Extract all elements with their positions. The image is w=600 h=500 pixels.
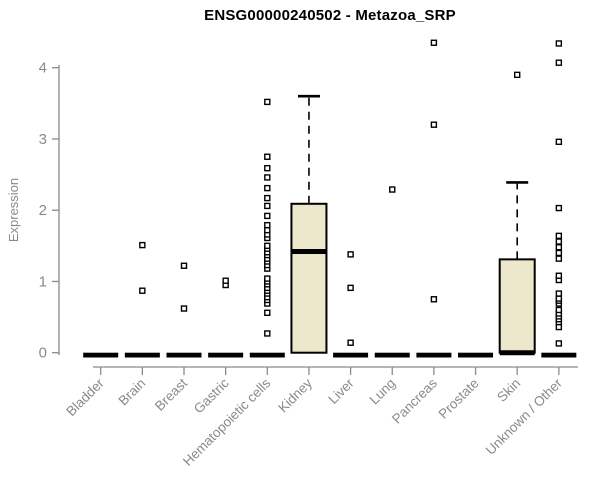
x-tick-label: Breast — [152, 375, 190, 413]
x-tick-label: Lung — [367, 376, 399, 408]
zero-bar — [166, 352, 202, 358]
outlier-point — [555, 232, 563, 240]
zero-bar — [208, 352, 244, 358]
outlier-point — [555, 255, 563, 262]
outlier-point — [180, 305, 188, 312]
outlier-point — [264, 330, 271, 337]
x-tick-label: Prostate — [436, 376, 482, 422]
box — [498, 258, 536, 354]
x-tick-label: Unknown / Other — [483, 375, 566, 458]
zero-bar — [374, 352, 410, 358]
outlier-point — [430, 39, 438, 46]
outlier-point — [555, 138, 563, 146]
outlier-point — [555, 290, 563, 297]
y-tick-label: 2 — [39, 202, 47, 219]
outlier-point — [264, 275, 271, 282]
outlier-point — [347, 339, 354, 346]
outlier-point — [264, 184, 271, 192]
outlier-point — [264, 212, 271, 220]
outlier-point — [264, 309, 271, 316]
outlier-point — [555, 40, 563, 47]
x-tick-label: Gastric — [191, 375, 232, 416]
outlier-point — [555, 249, 563, 257]
outlier-point — [555, 238, 563, 245]
outlier-point — [139, 241, 146, 249]
outlier-point — [555, 306, 563, 314]
outlier-point — [555, 204, 563, 212]
y-tick-label: 4 — [39, 60, 47, 77]
y-tick-label: 0 — [39, 345, 47, 362]
x-tick-label: Brain — [116, 376, 149, 409]
outlier-point — [347, 284, 354, 292]
outlier-point — [264, 242, 271, 250]
outlier-point — [514, 71, 521, 79]
outlier-point — [347, 251, 354, 258]
zero-bar — [83, 352, 119, 358]
outlier-point — [264, 174, 271, 181]
outlier-point — [555, 59, 563, 66]
outlier-point — [264, 221, 271, 229]
y-tick-label: 1 — [39, 273, 47, 290]
outlier-point — [555, 295, 563, 302]
chart-title: ENSG00000240502 - Metazoa_SRP — [204, 7, 456, 24]
y-tick-label: 3 — [39, 131, 47, 148]
outlier-point — [389, 186, 396, 193]
outlier-point — [555, 272, 563, 279]
x-tick-label: Kidney — [275, 375, 315, 415]
outlier-point — [430, 121, 438, 128]
outlier-point — [555, 340, 563, 347]
outlier-point — [180, 262, 188, 269]
x-tick-label: Skin — [494, 376, 523, 405]
outlier-point — [555, 323, 563, 331]
x-tick-label: Liver — [325, 375, 357, 407]
outlier-point — [264, 226, 271, 234]
outlier-point — [222, 277, 229, 284]
zero-bar — [249, 352, 285, 358]
box — [290, 202, 328, 354]
zero-bar — [124, 352, 160, 358]
x-tick-label: Pancreas — [389, 375, 440, 426]
zero-bar — [458, 352, 494, 358]
outlier-point — [264, 98, 271, 106]
outlier-point — [264, 202, 271, 210]
zero-bar — [541, 352, 577, 358]
outlier-point — [264, 164, 271, 172]
outlier-point — [264, 153, 271, 160]
zero-bar — [416, 352, 452, 358]
outlier-point — [264, 194, 271, 202]
outlier-point — [555, 244, 563, 251]
zero-bar — [333, 352, 369, 358]
outlier-point — [139, 287, 146, 294]
x-tick-label: Bladder — [63, 375, 107, 419]
outlier-point — [430, 296, 438, 303]
